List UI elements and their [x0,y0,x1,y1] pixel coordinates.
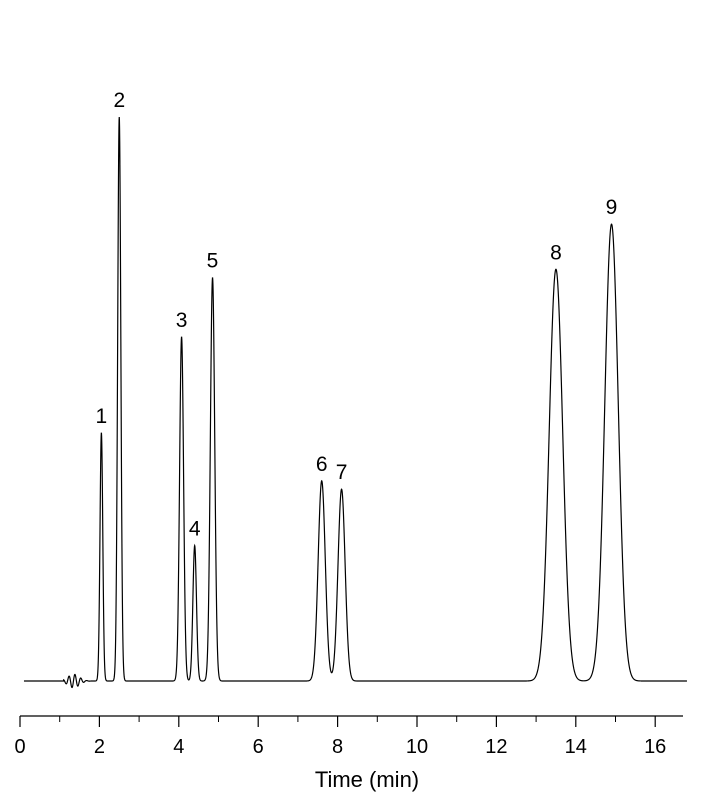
x-tick-label: 2 [94,736,105,758]
x-axis-ticks: 0 2 4 6 8 10 12 14 16 [14,716,666,758]
x-tick-label: 14 [565,736,587,758]
peak-label-5: 5 [207,250,219,273]
x-tick-label: 16 [644,736,666,758]
peak-labels: 1 2 3 4 5 6 7 8 9 [96,89,618,541]
peak-label-6: 6 [316,453,328,476]
x-tick-label: 12 [485,736,507,758]
peak-label-4: 4 [189,518,201,541]
peak-label-3: 3 [176,309,188,332]
chromatogram-trace [23,116,687,689]
x-tick-label: 6 [253,736,264,758]
x-tick-label: 0 [14,736,25,758]
peak-label-8: 8 [550,241,562,264]
x-tick-label: 10 [406,736,428,758]
peak-label-9: 9 [606,196,618,219]
x-tick-label: 8 [332,736,343,758]
x-tick-label: 4 [173,736,184,758]
peak-label-2: 2 [113,89,125,112]
peak-label-1: 1 [96,405,108,428]
peak-label-7: 7 [336,461,348,484]
x-axis-title: Time (min) [315,767,419,792]
